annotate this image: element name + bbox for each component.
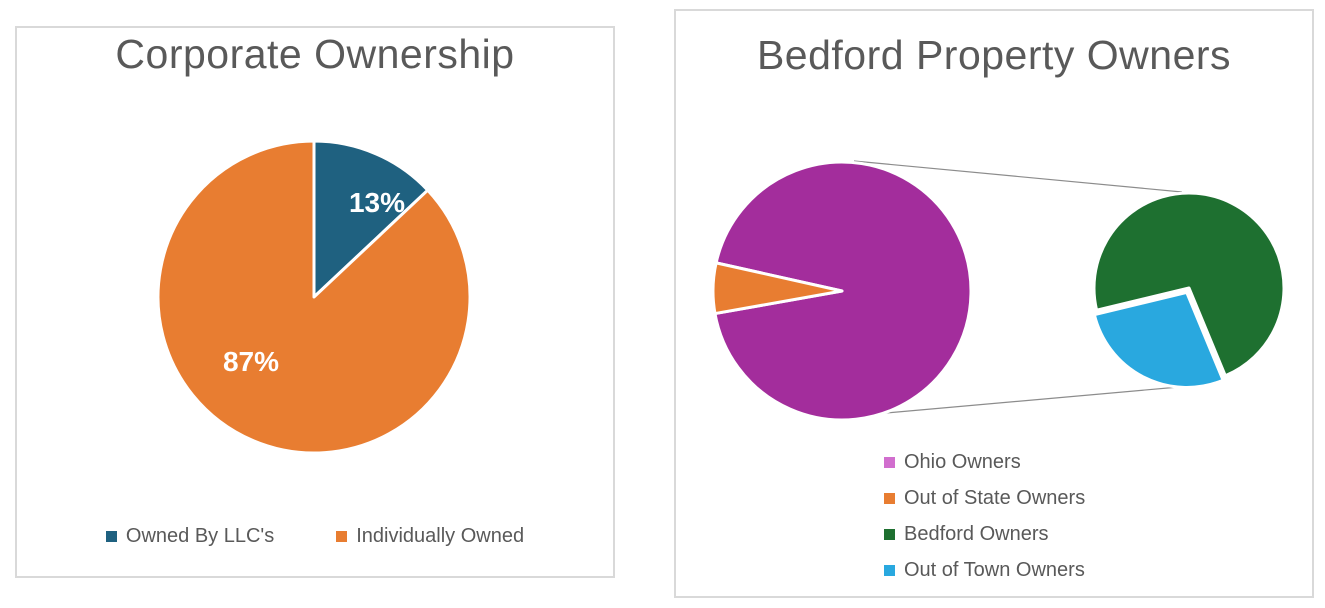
legend-label-owned-by-llcs: Owned By LLC's <box>125 525 275 547</box>
corporate-ownership-pie <box>156 139 472 455</box>
corporate-ownership-chart-panel: Corporate Ownership 13% 87% Owned By LLC… <box>15 26 615 578</box>
legend-item-out-of-state-owners[interactable]: Out of State Owners <box>884 487 1085 510</box>
legend-label-out-of-state-owners: Out of State Owners <box>904 487 1086 509</box>
legend-item-individually-owned[interactable]: Individually Owned <box>336 525 524 548</box>
bedford-secondary-pie <box>1092 191 1286 389</box>
legend-swatch-out-of-state-owners <box>884 493 895 504</box>
pie-data-label-individual: 87% <box>222 346 280 377</box>
corporate-ownership-legend: Owned By LLC's Individually Owned <box>17 525 613 548</box>
legend-item-owned-by-llcs[interactable]: Owned By LLC's <box>105 525 275 548</box>
legend-label-bedford-owners: Bedford Owners <box>904 523 1049 545</box>
legend-label-individually-owned: Individually Owned <box>356 525 525 547</box>
pie-of-pie-connector-lines <box>853 160 1183 416</box>
legend-swatch-owned-by-llcs <box>105 531 117 542</box>
legend-swatch-individually-owned <box>336 531 348 542</box>
bedford-property-owners-legend: Ohio Owners Out of State Owners Bedford … <box>884 451 1085 582</box>
pie-data-label-llc: 13% <box>348 187 406 218</box>
legend-label-ohio-owners: Ohio Owners <box>904 451 1021 473</box>
legend-item-out-of-town-owners[interactable]: Out of Town Owners <box>884 559 1085 582</box>
bedford-property-owners-chart-panel: Bedford Property Owners Ohio Owners Out … <box>674 9 1314 598</box>
bedford-main-pie <box>711 160 973 422</box>
legend-item-bedford-owners[interactable]: Bedford Owners <box>884 523 1085 546</box>
legend-label-out-of-town-owners: Out of Town Owners <box>904 559 1085 581</box>
bedford-property-owners-pie-chart[interactable] <box>676 11 1312 596</box>
legend-swatch-bedford-owners <box>884 529 895 540</box>
legend-item-ohio-owners[interactable]: Ohio Owners <box>884 451 1085 474</box>
corporate-ownership-title: Corporate Ownership <box>115 31 515 77</box>
bedford-property-owners-title: Bedford Property Owners <box>756 32 1232 78</box>
corporate-ownership-pie-chart[interactable] <box>17 28 613 576</box>
legend-swatch-out-of-town-owners <box>884 565 895 576</box>
legend-swatch-ohio-owners <box>884 457 895 468</box>
